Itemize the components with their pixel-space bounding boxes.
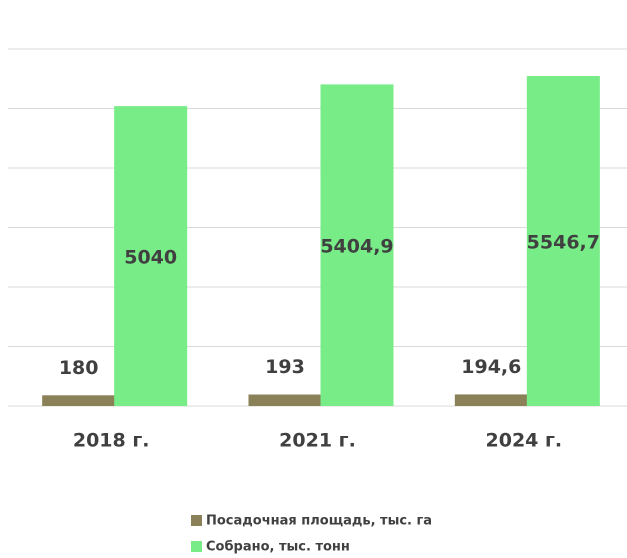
- bar: [248, 394, 322, 406]
- legend-label: Собрано, тыс. тонн: [206, 540, 350, 555]
- bar: [526, 75, 600, 407]
- data-label: 5040: [124, 247, 177, 269]
- data-label: 194,6: [461, 356, 521, 378]
- bar: [320, 84, 394, 406]
- data-label: 5546,7: [527, 231, 600, 253]
- bar: [454, 394, 528, 406]
- legend-swatch: [191, 541, 202, 552]
- x-tick-label: 2018 г.: [73, 430, 150, 452]
- data-label: 5404,9: [320, 236, 393, 258]
- legend-swatch: [191, 515, 202, 526]
- data-label: 193: [265, 356, 305, 378]
- x-tick-label: 2024 г.: [486, 430, 563, 452]
- legend-label: Посадочная площадь, тыс. га: [206, 514, 432, 529]
- bar: [42, 395, 116, 406]
- bar: [114, 106, 188, 407]
- data-label: 180: [59, 357, 99, 379]
- x-tick-label: 2021 г.: [279, 430, 356, 452]
